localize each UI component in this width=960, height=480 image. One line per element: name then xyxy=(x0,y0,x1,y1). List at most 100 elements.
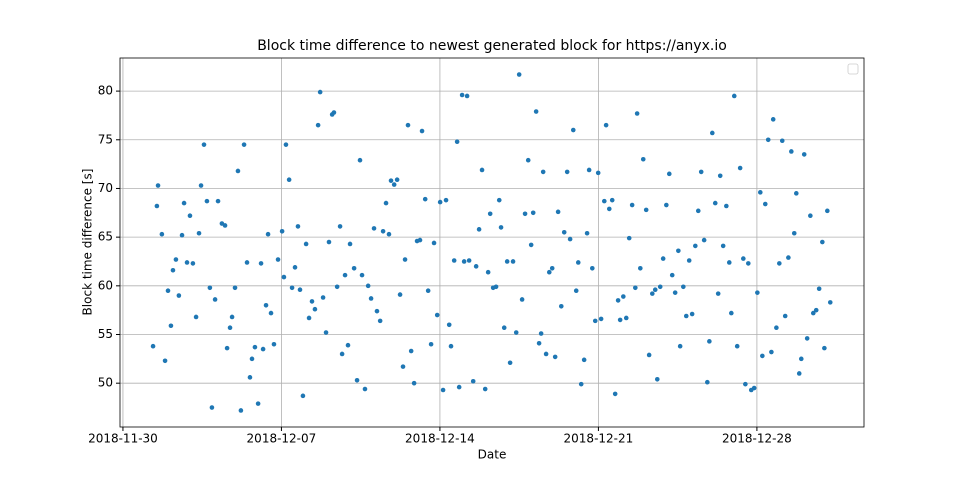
point xyxy=(295,224,301,229)
point xyxy=(388,178,394,183)
point xyxy=(317,89,323,95)
point xyxy=(549,266,555,271)
point xyxy=(813,307,819,313)
point xyxy=(222,223,228,228)
point xyxy=(154,203,160,209)
point xyxy=(279,229,285,234)
legend-box xyxy=(847,63,859,75)
point xyxy=(268,310,274,316)
point xyxy=(260,346,266,352)
point xyxy=(760,353,765,359)
point xyxy=(507,360,513,366)
point xyxy=(769,349,774,355)
point xyxy=(312,306,318,312)
point xyxy=(808,213,813,219)
point xyxy=(454,139,460,145)
point xyxy=(693,243,698,249)
point xyxy=(224,345,230,351)
point xyxy=(165,288,171,293)
point xyxy=(581,357,587,363)
point xyxy=(207,285,213,291)
point xyxy=(677,343,683,349)
point xyxy=(482,386,488,392)
point xyxy=(615,298,621,303)
point xyxy=(168,323,174,329)
point xyxy=(255,401,261,406)
point xyxy=(794,191,799,196)
point xyxy=(575,260,581,265)
point xyxy=(368,296,374,301)
point xyxy=(241,142,247,147)
point xyxy=(229,314,235,320)
point xyxy=(586,167,592,173)
y-tick-label: 65 xyxy=(98,230,113,244)
y-axis-label: Block time difference [s] xyxy=(81,169,95,316)
point xyxy=(473,264,479,269)
point xyxy=(402,257,408,262)
point xyxy=(306,315,312,321)
point xyxy=(159,231,165,237)
point xyxy=(686,258,692,263)
y-tick-label: 70 xyxy=(98,181,113,195)
point xyxy=(810,310,816,316)
point xyxy=(724,203,729,209)
point xyxy=(546,269,552,275)
y-tick-label: 50 xyxy=(98,376,113,390)
point xyxy=(712,200,718,206)
point xyxy=(720,243,726,249)
point xyxy=(466,258,472,263)
point xyxy=(598,316,604,322)
point xyxy=(252,344,258,350)
point xyxy=(374,308,380,314)
point xyxy=(485,269,491,275)
point xyxy=(323,330,329,335)
point xyxy=(232,285,238,291)
point xyxy=(602,198,607,204)
point xyxy=(345,342,351,348)
point xyxy=(470,378,476,384)
chart-title: Block time difference to newest generate… xyxy=(257,38,727,54)
point xyxy=(654,376,660,382)
point xyxy=(791,230,797,236)
point xyxy=(383,200,389,206)
point xyxy=(496,197,502,203)
point xyxy=(609,197,615,203)
point xyxy=(377,318,383,324)
point xyxy=(646,352,652,358)
point xyxy=(774,325,779,330)
y-tick-label: 80 xyxy=(98,84,113,98)
point xyxy=(623,315,629,321)
point xyxy=(337,224,343,229)
x-tick-label: 2018-12-21 xyxy=(564,432,634,446)
point xyxy=(190,261,196,266)
point xyxy=(303,241,309,247)
point xyxy=(400,364,406,369)
point xyxy=(155,183,161,188)
point xyxy=(528,242,534,248)
point xyxy=(681,284,686,290)
plot-frame xyxy=(119,57,865,428)
point xyxy=(184,260,190,265)
point xyxy=(758,190,763,195)
point xyxy=(292,265,298,270)
point xyxy=(365,283,371,289)
point xyxy=(516,72,522,77)
point xyxy=(215,198,221,204)
point xyxy=(351,266,357,271)
point xyxy=(525,157,531,163)
point xyxy=(617,317,623,323)
point xyxy=(357,157,363,163)
point xyxy=(710,130,715,136)
point xyxy=(573,288,579,293)
point xyxy=(187,213,193,219)
point xyxy=(179,232,185,238)
point xyxy=(380,229,386,234)
point xyxy=(196,230,202,236)
point xyxy=(504,259,510,264)
point xyxy=(176,293,182,298)
point xyxy=(342,272,348,278)
point xyxy=(476,227,482,232)
point xyxy=(434,312,440,318)
point xyxy=(770,117,776,122)
